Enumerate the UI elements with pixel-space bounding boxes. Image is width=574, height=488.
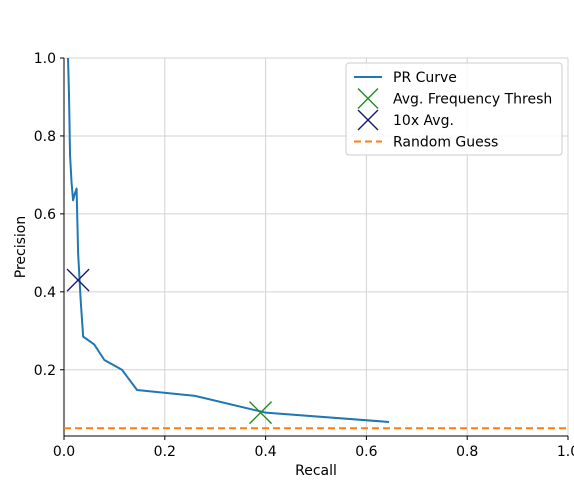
x-tick-label: 0.8 bbox=[456, 444, 478, 460]
legend-label: Avg. Frequency Thresh bbox=[393, 92, 552, 108]
series-line-pr-curve bbox=[67, 57, 390, 423]
legend-label: PR Curve bbox=[393, 70, 457, 86]
legend-box bbox=[345, 62, 563, 156]
legend-swatch bbox=[357, 88, 379, 109]
y-tick-label: 0.8 bbox=[34, 129, 56, 145]
x-tick-label: 0.2 bbox=[154, 444, 176, 460]
legend-item: Random Guess bbox=[354, 135, 498, 151]
axis-ticks: 0.0 0.2 0.4 0.6 0.8 1.0 0.2 0.4 0.6 0.8 1.0 bbox=[34, 51, 574, 460]
y-tick-label: 0.6 bbox=[34, 207, 56, 223]
x-tick-label: 1.0 bbox=[557, 444, 574, 460]
y-tick-label: 0.2 bbox=[34, 363, 56, 379]
legend-item: Avg. Frequency Thresh bbox=[357, 88, 552, 109]
legend-item: 10x Avg. bbox=[357, 109, 454, 131]
data-point-marker bbox=[249, 401, 273, 425]
x-axis-label: Recall bbox=[295, 463, 337, 479]
legend-label: Random Guess bbox=[393, 135, 498, 151]
y-tick-label: 1.0 bbox=[34, 51, 56, 67]
x-tick-label: 0.4 bbox=[254, 444, 276, 460]
y-tick-label: 0.4 bbox=[34, 285, 56, 301]
y-axis-label: Precision bbox=[13, 216, 29, 278]
plot-area bbox=[63, 57, 568, 437]
data-point-marker bbox=[66, 268, 90, 292]
x-tick-label: 0.6 bbox=[355, 444, 377, 460]
marker-stroke bbox=[249, 401, 273, 425]
x-tick-label: 0.0 bbox=[53, 444, 75, 460]
legend: PR Curve Avg. Frequency Thresh 10x Avg. Ran… bbox=[345, 62, 563, 156]
marker-stroke bbox=[66, 268, 90, 292]
legend-label: 10x Avg. bbox=[393, 113, 454, 129]
legend-swatch bbox=[357, 109, 379, 131]
legend-item: PR Curve bbox=[354, 70, 457, 86]
